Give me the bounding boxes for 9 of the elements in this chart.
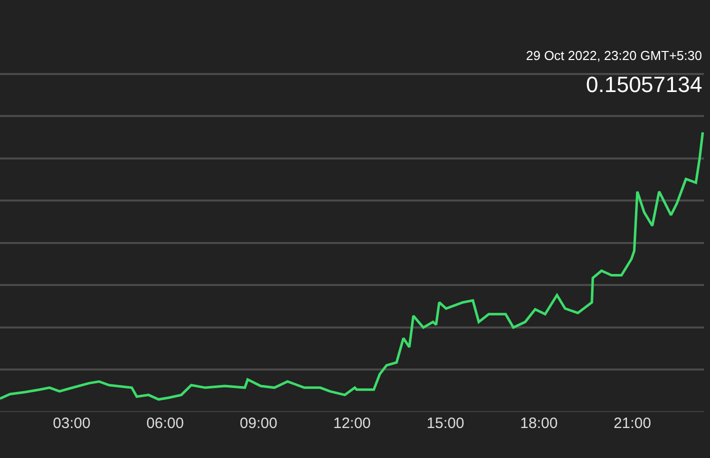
x-tick-label: 12:00 <box>333 415 371 432</box>
x-tick-label: 21:00 <box>614 415 652 432</box>
x-tick-label: 06:00 <box>146 415 184 432</box>
x-tick-label: 03:00 <box>52 415 90 432</box>
text: 0.15057134 <box>586 72 702 97</box>
text: 29 Oct 2022, 23:20 GMT+5:30 <box>526 48 702 63</box>
x-tick-label: 15:00 <box>426 415 464 432</box>
x-tick-label: 18:00 <box>520 415 558 432</box>
x-tick-label: 09:00 <box>240 415 278 432</box>
